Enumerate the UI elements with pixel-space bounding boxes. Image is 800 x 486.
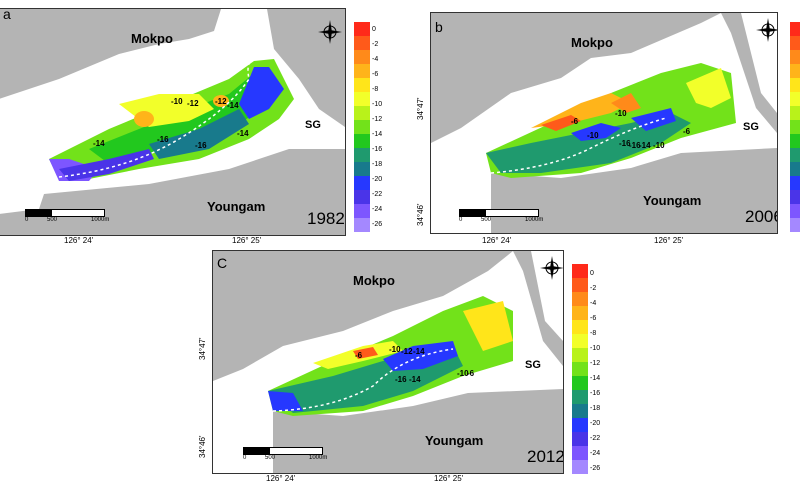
contour-label: -10 xyxy=(389,345,401,354)
latitude-tick: 34°46' xyxy=(198,435,207,458)
contour-label: -14 xyxy=(93,139,105,148)
depth-colorbar xyxy=(354,22,370,232)
panel-letter: C xyxy=(217,255,228,271)
contour-label: -10 xyxy=(653,141,665,150)
scale-bar: 0 500 1000m xyxy=(25,209,109,229)
scale-bar: 0 500 1000m xyxy=(459,209,543,229)
longitude-tick: 126° 25' xyxy=(654,236,684,245)
contour-label: -12 xyxy=(401,347,413,356)
bathymetry-map-1982 xyxy=(0,9,345,235)
contour-label: -14 xyxy=(237,129,249,138)
contour-label: -6 xyxy=(571,117,579,126)
contour-label: -16 xyxy=(195,141,207,150)
panel-1982: a Mokpo Youngam SG 1982 -10 -12 -12 -14 … xyxy=(0,8,346,236)
contour-label: -12 xyxy=(215,97,227,106)
contour-label: -16 xyxy=(395,375,407,384)
place-sg: SG xyxy=(743,121,759,133)
contour-label: -10 xyxy=(587,131,599,140)
north-arrow-icon xyxy=(317,19,343,45)
contour-label: -16 xyxy=(619,139,631,148)
depth-colorbar xyxy=(790,22,800,232)
year-label: 2012 xyxy=(527,447,564,466)
longitude-tick: 126° 24' xyxy=(482,236,512,245)
contour-label: -16 xyxy=(629,141,641,150)
contour-label: -10 xyxy=(171,97,183,106)
scale-bar: 0 500 1000m xyxy=(243,447,327,467)
longitude-tick: 126° 25' xyxy=(232,236,262,245)
place-mokpo: Mokpo xyxy=(131,31,173,46)
longitude-tick: 126° 24' xyxy=(266,474,296,483)
place-youngam: Youngam xyxy=(643,193,702,208)
place-sg: SG xyxy=(525,359,541,371)
place-youngam: Youngam xyxy=(425,433,484,448)
north-arrow-icon xyxy=(539,255,563,281)
latitude-tick: 34°47' xyxy=(416,97,425,120)
longitude-tick: 126° 25' xyxy=(434,474,464,483)
place-youngam: Youngam xyxy=(207,199,266,214)
bathymetry-map-2006 xyxy=(431,13,777,233)
panel-letter: b xyxy=(435,19,443,35)
contour-label: -6 xyxy=(683,127,691,136)
contour-label: -6 xyxy=(467,369,475,378)
contour-label: -16 xyxy=(157,135,169,144)
place-mokpo: Mokpo xyxy=(571,35,613,50)
contour-label: -14 xyxy=(227,101,239,110)
year-label: 2006 xyxy=(745,207,777,226)
contour-label: -14 xyxy=(409,375,421,384)
depth-colorbar xyxy=(572,264,588,474)
contour-label: -6 xyxy=(355,351,363,360)
panel-2006: b Mokpo Youngam SG 2006 -6 -10 -10 -16 -… xyxy=(430,12,778,234)
bathymetry-map-2012 xyxy=(213,251,563,473)
contour-label: -10 xyxy=(457,369,469,378)
contour-label: -14 xyxy=(413,347,425,356)
year-label: 1982 xyxy=(307,209,345,228)
longitude-tick: 126° 24' xyxy=(64,236,94,245)
contour-label: -10 xyxy=(615,109,627,118)
panel-2012: C Mokpo Youngam SG 2012 -6 -10 -12 -14 -… xyxy=(212,250,564,474)
latitude-tick: 34°47' xyxy=(198,337,207,360)
place-mokpo: Mokpo xyxy=(353,273,395,288)
contour-label: -14 xyxy=(639,141,651,150)
contour-label: -12 xyxy=(187,99,199,108)
place-sg: SG xyxy=(305,119,321,131)
latitude-tick: 34°46' xyxy=(416,203,425,226)
north-arrow-icon xyxy=(755,17,777,43)
panel-letter: a xyxy=(3,8,11,22)
